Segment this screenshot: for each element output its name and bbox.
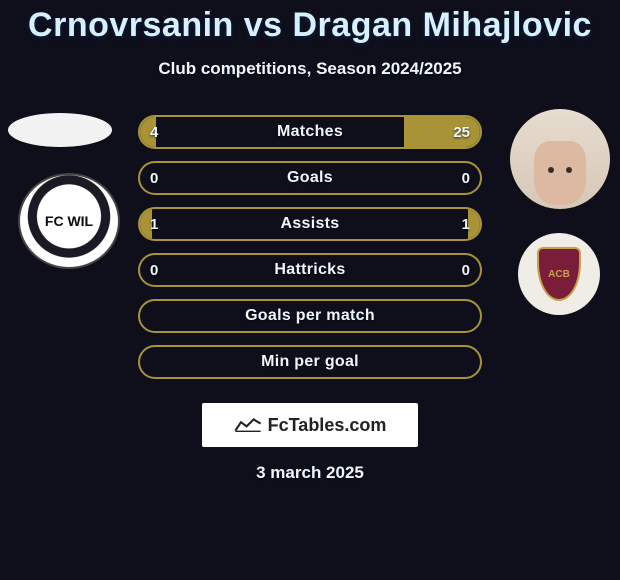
stat-row: 1 1 Assists — [138, 207, 482, 241]
branding-badge: FcTables.com — [202, 403, 418, 447]
stat-rows: 4 25 Matches 0 0 Goals 1 1 Assists 0 0 Hattricks Goa… — [138, 115, 482, 391]
branding-text: FcTables.com — [268, 415, 387, 436]
stat-row: Min per goal — [138, 345, 482, 379]
player-right-face — [534, 141, 586, 205]
subtitle: Club competitions, Season 2024/2025 — [0, 59, 620, 79]
branding-icon — [234, 415, 262, 435]
stat-row: 4 25 Matches — [138, 115, 482, 149]
stat-row: 0 0 Hattricks — [138, 253, 482, 287]
date-text: 3 march 2025 — [0, 463, 620, 483]
player-right-avatar — [510, 109, 610, 209]
comparison-area: FC WIL ACB 4 25 Matches 0 0 Goals 1 1 Assists 0 0 H… — [0, 115, 620, 395]
club-right-badge: ACB — [518, 233, 600, 315]
stat-value-left: 0 — [150, 262, 158, 279]
stat-value-left: 4 — [150, 124, 158, 141]
stat-value-right: 25 — [453, 124, 470, 141]
club-right-badge-text: ACB — [548, 269, 570, 280]
stat-row: 0 0 Goals — [138, 161, 482, 195]
stat-row: Goals per match — [138, 299, 482, 333]
stat-label: Hattricks — [274, 261, 345, 279]
stat-value-right: 0 — [462, 262, 470, 279]
page-title: Crnovrsanin vs Dragan Mihajlovic — [0, 6, 620, 45]
stat-value-right: 0 — [462, 170, 470, 187]
stat-label: Goals per match — [245, 307, 375, 325]
club-left-badge: FC WIL — [18, 173, 120, 269]
club-right-shield: ACB — [537, 247, 581, 301]
stat-label: Goals — [287, 169, 333, 187]
stat-label: Matches — [277, 123, 343, 141]
stat-label: Assists — [280, 215, 339, 233]
stat-value-right: 1 — [462, 216, 470, 233]
stat-value-left: 0 — [150, 170, 158, 187]
player-left-avatar — [8, 113, 112, 147]
stat-label: Min per goal — [261, 353, 359, 371]
stat-value-left: 1 — [150, 216, 158, 233]
club-left-badge-text: FC WIL — [45, 213, 93, 229]
